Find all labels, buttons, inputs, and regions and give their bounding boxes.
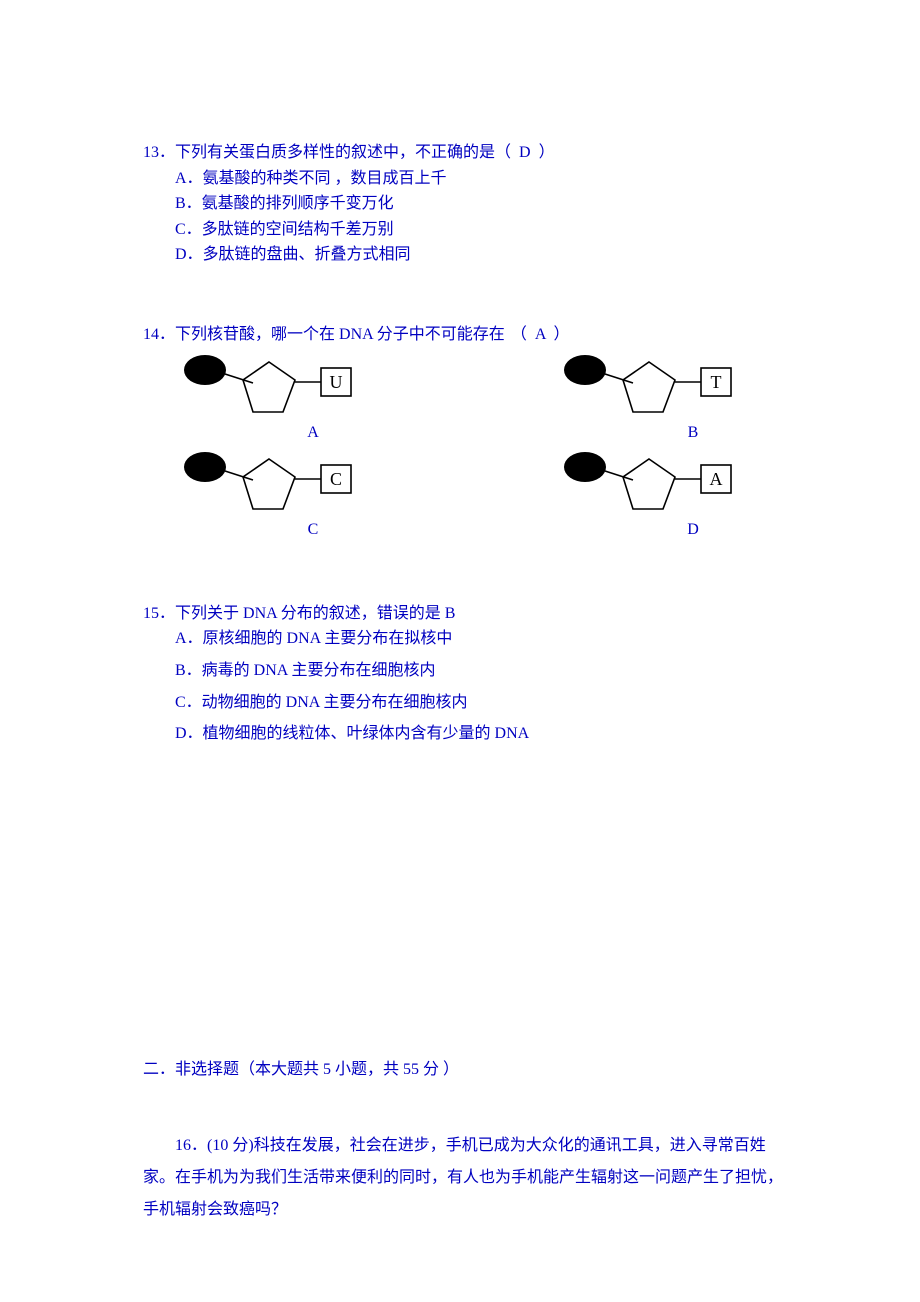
q15-option-c: C．动物细胞的 DNA 主要分布在细胞核内	[143, 690, 795, 716]
q14-diagram-c: C C	[183, 451, 383, 543]
q14-number: 14．	[143, 326, 175, 343]
question-16: 16．(10 分)科技在发展，社会在进步，手机已成为大众化的通讯工具，进入寻常百…	[143, 1130, 795, 1226]
q16-body: 16．(10 分)科技在发展，社会在进步，手机已成为大众化的通讯工具，进入寻常百…	[143, 1130, 795, 1226]
q13-stem-line: 13．下列有关蛋白质多样性的叙述中，不正确的是（ D ）	[143, 140, 795, 166]
question-15: 15．下列关于 DNA 分布的叙述，错误的是 B A．原核细胞的 DNA 主要分…	[143, 601, 795, 747]
q13-number: 13．	[143, 144, 175, 161]
q14-answer: （ A ）	[505, 326, 572, 343]
base-label: C	[330, 469, 342, 489]
nucleotide-icon: A	[563, 451, 743, 517]
nucleotide-icon: C	[183, 451, 363, 517]
q16-points: (10 分)	[207, 1137, 254, 1154]
q15-stem: 下列关于 DNA 分布的叙述，错误的是 B	[175, 605, 455, 622]
q13-option-b: B．氨基酸的排列顺序千变万化	[143, 191, 795, 217]
q16-number: 16．	[175, 1137, 207, 1154]
q15-option-b: B．病毒的 DNA 主要分布在细胞核内	[143, 658, 795, 684]
nucleotide-icon: U	[183, 354, 363, 420]
q13-option-c: C．多肽链的空间结构千差万别	[143, 217, 795, 243]
q14-diagram-row-2: C C A D	[143, 451, 795, 543]
q14-diagram-label-d: D	[563, 517, 763, 543]
base-label: U	[330, 372, 343, 392]
question-13: 13．下列有关蛋白质多样性的叙述中，不正确的是（ D ） A．氨基酸的种类不同 …	[143, 140, 795, 268]
q14-stem: 下列核苷酸，哪一个在 DNA 分子中不可能存在	[175, 326, 505, 343]
q14-diagram-label-c: C	[183, 517, 383, 543]
q15-option-a: A．原核细胞的 DNA 主要分布在拟核中	[143, 626, 795, 652]
base-label: A	[710, 469, 723, 489]
q14-diagram-a: U A	[183, 354, 383, 446]
section-2-heading: 二．非选择题（本大题共 5 小题，共 55 分 ）	[143, 1057, 795, 1083]
q14-diagram-b: T B	[563, 354, 763, 446]
question-14: 14．下列核苷酸，哪一个在 DNA 分子中不可能存在 （ A ） U A T	[143, 322, 795, 543]
q14-stem-line: 14．下列核苷酸，哪一个在 DNA 分子中不可能存在 （ A ）	[143, 322, 795, 348]
q14-diagram-label-a: A	[183, 420, 383, 446]
q15-option-d: D．植物细胞的线粒体、叶绿体内含有少量的 DNA	[143, 721, 795, 747]
q14-diagram-label-b: B	[563, 420, 763, 446]
nucleotide-icon: T	[563, 354, 743, 420]
q15-number: 15．	[143, 605, 175, 622]
q13-answer: （ D ）	[495, 144, 557, 161]
section-2-title: 二．非选择题（本大题共 5 小题，共 55 分 ）	[143, 1061, 459, 1078]
q13-stem: 下列有关蛋白质多样性的叙述中，不正确的是	[175, 144, 495, 161]
q15-stem-line: 15．下列关于 DNA 分布的叙述，错误的是 B	[143, 601, 795, 627]
q14-diagram-d: A D	[563, 451, 763, 543]
q13-option-a: A．氨基酸的种类不同 ，数目成百上千	[143, 166, 795, 192]
q13-option-d: D．多肽链的盘曲、折叠方式相同	[143, 242, 795, 268]
base-label: T	[711, 372, 722, 392]
q14-diagram-row-1: U A T B	[143, 354, 795, 446]
